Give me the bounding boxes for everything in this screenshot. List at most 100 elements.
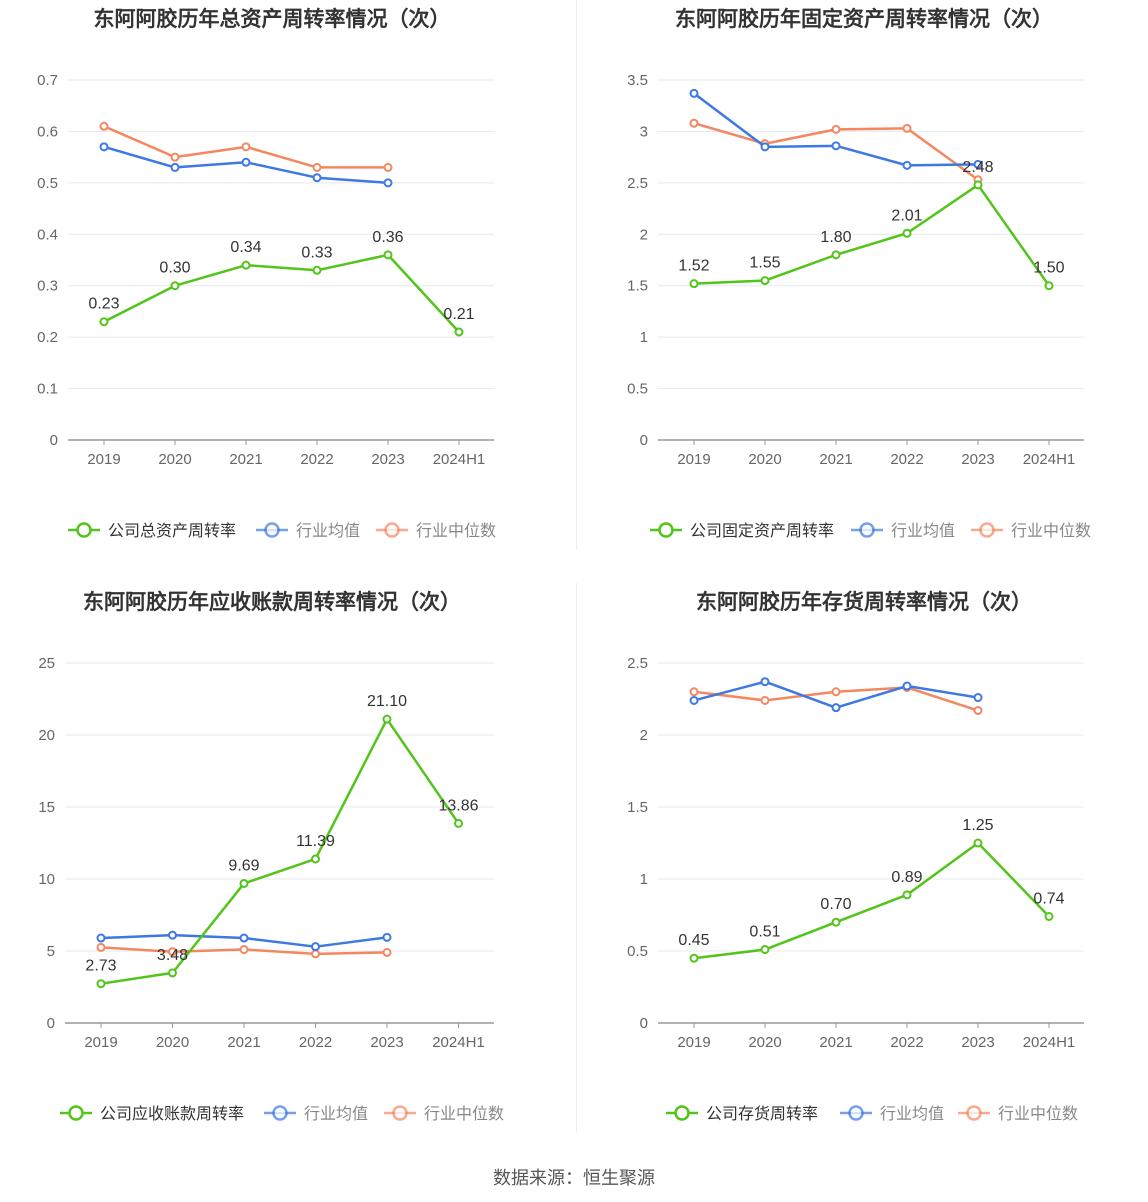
data-label: 1.25 [962,817,993,834]
legend-item-company: 公司固定资产周转率 [650,522,834,540]
chart-title: 东阿阿胶历年固定资产周转率情况（次） [675,7,1053,31]
legend-swatch-marker [384,522,400,538]
data-label: 0.30 [159,260,190,277]
data-point-avg [760,142,770,152]
data-label: 0.89 [891,869,922,886]
x-tick-label: 2019 [677,451,710,468]
y-tick-label: 0.3 [37,278,58,295]
data-label: 11.39 [296,833,335,850]
data-label: 13.86 [438,797,478,814]
data-point-median [760,695,770,705]
legend-label: 公司总资产周转率 [108,522,236,540]
legend-swatch-marker [848,1105,864,1121]
y-tick-label: 0.2 [37,329,58,346]
legend-item-median: 行业中位数 [958,1105,1078,1123]
data-point-median [689,118,699,128]
data-point-avg [973,693,983,703]
data-label: 0.36 [372,229,403,246]
data-point-company [1044,911,1054,921]
y-tick-label: 10 [38,871,55,888]
data-point-median [831,687,841,697]
y-tick-label: 1.5 [627,799,648,816]
legend-label: 行业均值 [880,1105,944,1123]
data-point-median [170,152,180,162]
legend-item-avg: 行业均值 [264,1105,368,1123]
legend-swatch-marker [264,522,280,538]
legend-label: 公司存货周转率 [706,1105,818,1123]
data-label: 0.51 [749,924,780,941]
data-label: 0.70 [820,896,851,913]
x-tick-label: 2023 [961,451,994,468]
legend-swatch-marker [674,1105,690,1121]
data-point-avg [831,141,841,151]
data-point-company [99,317,109,327]
x-tick-label: 2020 [748,451,781,468]
x-tick-label: 2024H1 [1023,1034,1076,1051]
legend-swatch-marker [272,1105,288,1121]
x-tick-label: 2022 [890,1034,923,1051]
y-tick-label: 0.5 [627,943,648,960]
x-tick-label: 2020 [748,1034,781,1051]
data-label: 0.45 [678,932,709,949]
x-tick-label: 2024H1 [1023,451,1076,468]
data-label: 2.48 [962,159,993,176]
x-tick-label: 2023 [371,451,404,468]
data-point-company [312,265,322,275]
y-tick-label: 0.1 [37,381,58,398]
data-point-median [383,162,393,172]
chart-title: 东阿阿胶历年应收账款周转率情况（次） [83,590,461,614]
x-tick-label: 2023 [961,1034,994,1051]
x-tick-label: 2021 [819,1034,852,1051]
legend-label: 公司固定资产周转率 [690,522,834,540]
data-point-company [170,281,180,291]
x-tick-label: 2022 [890,451,923,468]
data-point-company [973,838,983,848]
data-point-company [973,180,983,190]
data-point-median [241,142,251,152]
data-point-company [454,818,463,828]
x-tick-label: 2019 [87,451,120,468]
chart-panel-total-asset-turnover: 东阿阿胶历年总资产周转率情况（次） 0 0.1 0.2 0.3 0.4 0.5 0.6 0.7 2… [0,0,574,583]
data-point-avg [239,933,249,943]
data-point-company [239,878,249,888]
data-point-company [689,953,699,963]
data-point-median [902,123,912,133]
data-point-company [902,228,912,238]
legend-swatch-marker [658,522,674,538]
line-chart-total-asset-turnover: 东阿阿胶历年总资产周转率情况（次） 0 0.1 0.2 0.3 0.4 0.5 0.6 0.7 2… [37,7,496,540]
y-tick-label: 3.5 [627,72,648,89]
y-tick-label: 2 [640,727,648,744]
data-label: 1.50 [1033,260,1064,277]
legend-swatch-marker [859,522,875,538]
y-tick-label: 0.5 [37,175,58,192]
legend-label: 行业均值 [304,1105,368,1123]
data-point-avg [973,159,983,169]
y-tick-label: 25 [38,655,55,672]
y-tick-label: 5 [47,943,55,960]
data-label: 1.80 [820,229,851,246]
legend-label: 行业中位数 [416,522,496,540]
x-tick-label: 2022 [300,451,333,468]
chart-panel-inventory-turnover: 东阿阿胶历年存货周转率情况（次） 0 0.5 1 1.5 2 2.5 2019 2020 2021… [576,583,1148,1166]
x-tick-label: 2022 [299,1034,332,1051]
x-tick-label: 2020 [156,1034,189,1051]
x-tick-label: 2020 [158,451,191,468]
data-label: 0.21 [443,306,474,323]
legend-label: 行业中位数 [424,1105,504,1123]
x-tick-label: 2021 [227,1034,260,1051]
data-point-avg [760,677,770,687]
data-point-avg [99,142,109,152]
panel-divider-bottom [576,583,577,1133]
y-tick-label: 0 [47,1015,55,1032]
y-tick-label: 2 [640,226,648,243]
data-label: 3.48 [157,947,188,964]
x-tick-label: 2019 [84,1034,117,1051]
panel-divider-top [576,0,577,550]
series-line-company [693,841,1050,960]
data-point-company [760,945,770,955]
y-tick-label: 20 [38,727,55,744]
data-point-company [383,250,393,260]
legend-item-median: 行业中位数 [376,522,496,540]
